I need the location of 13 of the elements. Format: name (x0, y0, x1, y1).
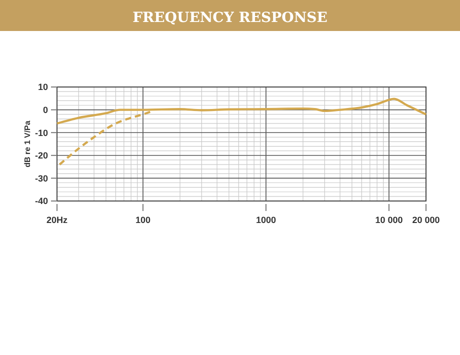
x-tick-label: 20Hz (46, 215, 68, 225)
chart-title: FREQUENCY RESPONSE (132, 10, 328, 26)
x-tick-label: 20 000 (412, 215, 440, 225)
y-tick-label: 10 (38, 82, 48, 92)
y-tick-label: 0 (42, 104, 48, 115)
y-tick-label: -10 (34, 128, 48, 138)
y-tick-label: -30 (34, 173, 48, 184)
y-axis-title: dB re 1 V/Pa (23, 120, 32, 168)
x-tick-label: 10 000 (375, 215, 403, 225)
x-tick-label: 100 (135, 215, 150, 225)
x-tick-label: 1000 (256, 215, 276, 225)
y-tick-label: -40 (34, 196, 48, 206)
y-tick-label: -20 (34, 150, 48, 161)
